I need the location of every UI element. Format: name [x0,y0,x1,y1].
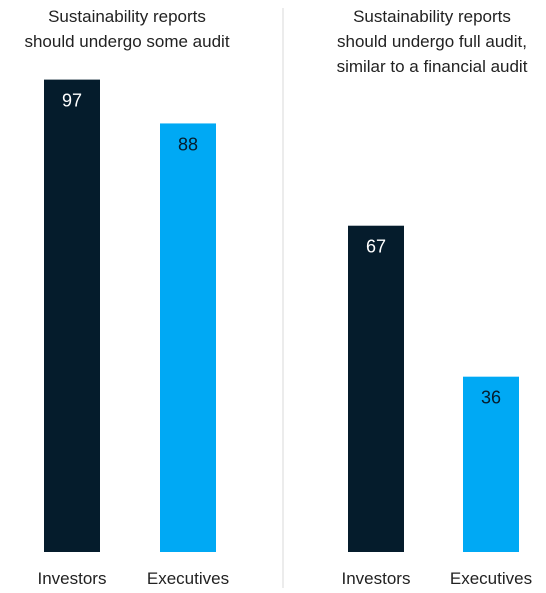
chart-title-line: should undergo full audit, [337,32,527,51]
chart-panel-1: Sustainability reports should undergo som… [24,7,229,588]
category-label: Executives [147,569,229,588]
category-label: Investors [342,569,411,588]
data-label: 97 [62,91,82,111]
data-label: 36 [481,388,501,408]
chart-title-line: Sustainability reports [48,7,206,26]
chart-title-line: should undergo some audit [24,32,229,51]
chart-title-line: Sustainability reports [353,7,511,26]
chart-panel-2: Sustainability reports should undergo ful… [337,7,533,588]
data-label: 88 [178,134,198,154]
bar-executives [160,123,216,552]
chart-title-line: similar to a financial audit [337,57,528,76]
category-label: Investors [38,569,107,588]
bar-executives [463,376,519,552]
bar-investors [348,225,404,552]
data-label: 67 [366,237,386,257]
bar-investors [44,79,100,553]
category-label: Executives [450,569,532,588]
